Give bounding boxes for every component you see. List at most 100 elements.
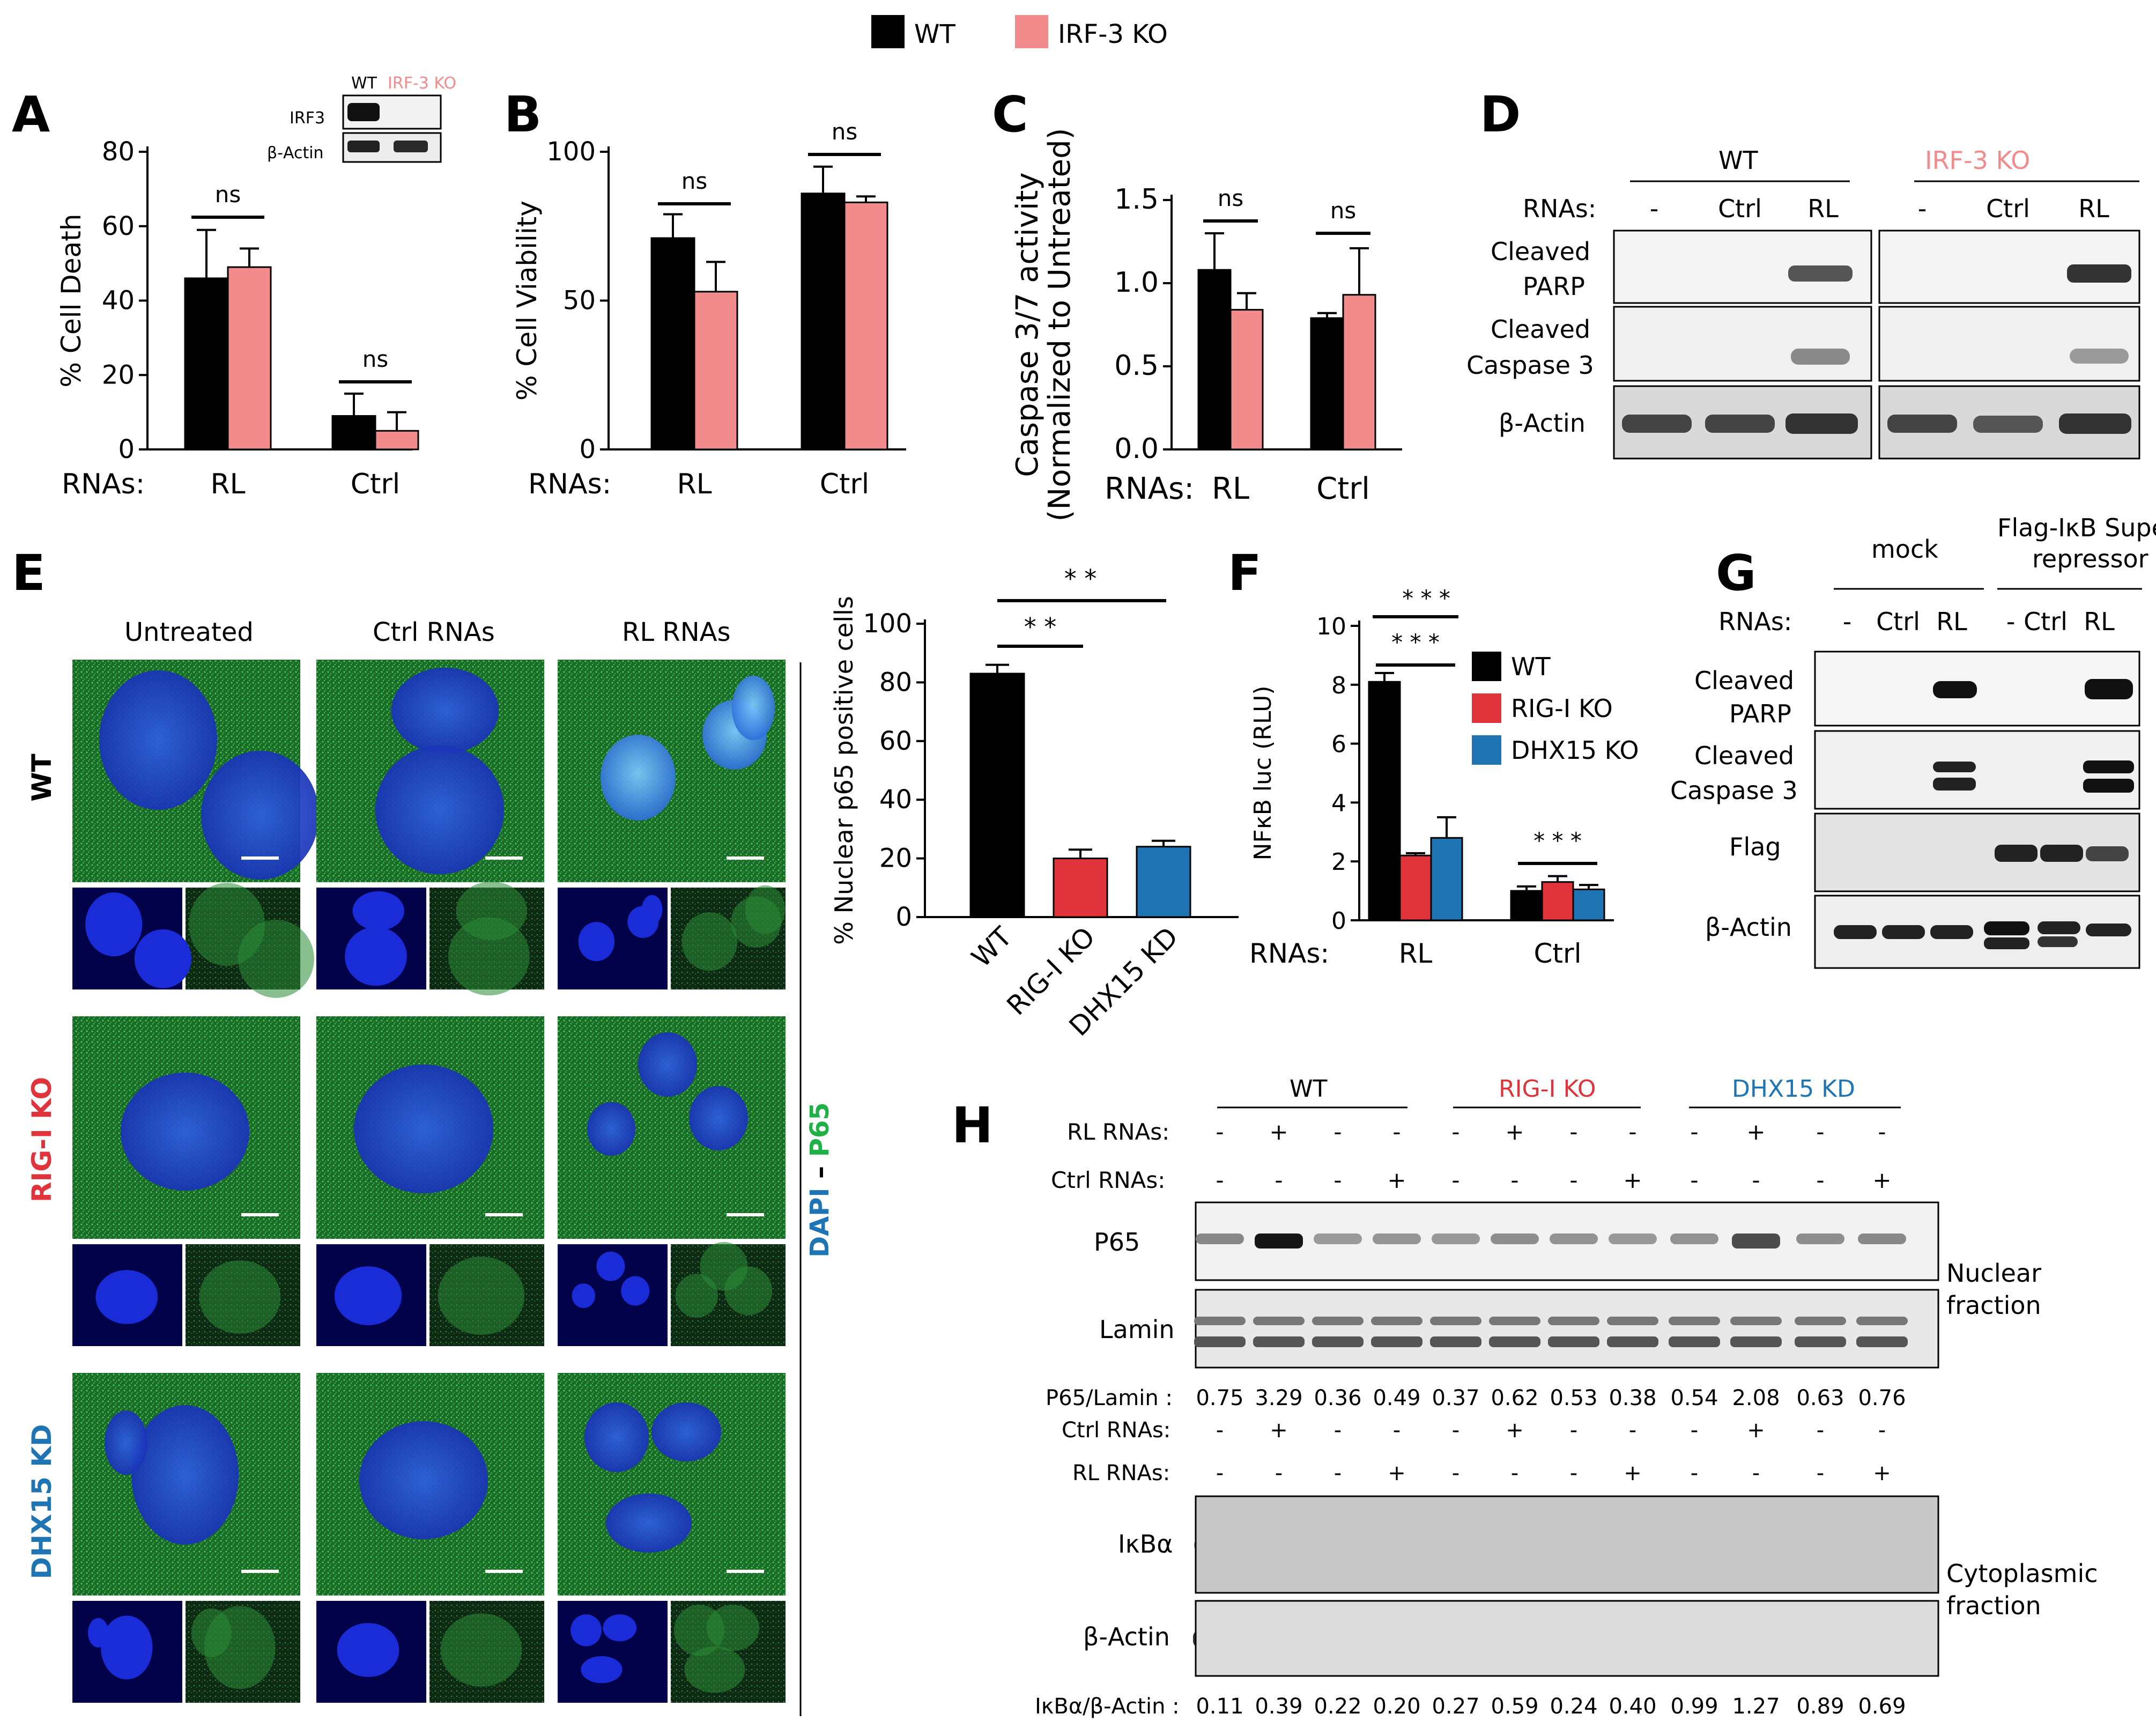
band-lamin-bot	[1856, 1336, 1908, 1347]
lane-sign: +	[1624, 1461, 1642, 1486]
panel-d-blot: WT IRF-3 KO RNAs: - Ctrl RL - Ctrl RL Cleaved…	[1466, 146, 2140, 460]
p65-cell	[238, 919, 314, 998]
legend-swatch-irf3	[1015, 15, 1048, 48]
y-axis-label: NFκB luc (RLU)	[1249, 685, 1277, 860]
lane-sign: -	[1816, 1119, 1824, 1145]
band-lamin-top	[1730, 1317, 1782, 1325]
band-lamin-top	[1312, 1317, 1364, 1325]
nucleus-small	[596, 1251, 625, 1281]
h-group-rig: RIG-I KO	[1499, 1075, 1596, 1103]
nucleus	[131, 1405, 239, 1545]
band-lamin-bot	[1253, 1336, 1305, 1347]
lane-sign: -	[1569, 1167, 1577, 1193]
lane-sign: -	[1216, 1119, 1224, 1145]
h-nuclear-1: Nuclear	[1946, 1259, 2041, 1288]
lane-sign: -	[1629, 1418, 1636, 1443]
band-lamin-top	[1669, 1317, 1720, 1325]
g-row-cleaved1: Cleaved	[1694, 666, 1794, 695]
lane-sign: -	[1691, 1461, 1698, 1486]
nucleus	[601, 735, 676, 821]
d-lane-labels: - Ctrl RL - Ctrl RL	[1650, 194, 2109, 223]
panel-e-microscopy: Untreated Ctrl RNAs RL RNAs WT RIG-I KO …	[26, 617, 835, 1716]
g-row-casp3: Caspase 3	[1670, 776, 1798, 805]
y-tick-label: 50	[563, 286, 596, 316]
band-p65	[1609, 1233, 1657, 1244]
band-p65	[1373, 1233, 1421, 1244]
y-tick-label: 4	[1331, 789, 1346, 817]
lane-sign: -	[1275, 1167, 1283, 1193]
y-axis-label: % Cell Viability	[512, 201, 543, 401]
nucleus-small	[641, 895, 663, 925]
h-ctrl-label: Ctrl RNAs:	[1051, 1167, 1165, 1193]
lane-sign: -	[1817, 1418, 1824, 1443]
lane-sign: -	[1333, 1167, 1342, 1193]
band-p65	[1196, 1233, 1244, 1244]
lane-sign: 0.20	[1373, 1694, 1420, 1719]
lane-sign: 0.89	[1796, 1694, 1844, 1719]
band-p65	[1796, 1233, 1844, 1244]
bar	[1368, 681, 1401, 921]
legend-swatch-wt	[871, 15, 905, 48]
nucleus-small	[87, 1618, 109, 1648]
lane-sign: -	[1510, 1167, 1518, 1193]
legend-label-wt: WT	[914, 19, 955, 49]
y-tick-label: 2	[1331, 848, 1346, 876]
lane-sign: +	[1270, 1418, 1288, 1443]
band-lamin-top	[1430, 1317, 1481, 1325]
lane-label: Ctrl	[1986, 194, 2030, 223]
y-tick-label: 60	[102, 211, 135, 241]
category-label: Ctrl	[351, 468, 401, 500]
y-tick-label: 0	[1331, 907, 1346, 935]
h-ctrl-label2: Ctrl RNAs:	[1062, 1418, 1170, 1443]
significance-label: * * *	[1391, 629, 1440, 655]
h-blot-actin: β-Actin	[1083, 1622, 1170, 1651]
lane-sign: 0.76	[1858, 1386, 1906, 1410]
lane-sign: -	[1570, 1461, 1577, 1486]
d-row-cleaved1: Cleaved	[1491, 237, 1590, 266]
lane-sign: +	[1506, 1418, 1524, 1443]
lane-sign: -	[1451, 1119, 1459, 1145]
band-lamin-bot	[1312, 1336, 1364, 1347]
nucleus	[121, 1073, 249, 1191]
legend-label: DHX15 KO	[1511, 736, 1639, 765]
panel-letter-a: A	[12, 86, 50, 143]
lane-sign: 0.69	[1858, 1694, 1906, 1719]
band-lamin-top	[1489, 1317, 1540, 1325]
bar	[1310, 317, 1344, 450]
g-group-flag1: Flag-IκB Super	[1997, 513, 2156, 542]
d-group-ko: IRF-3 KO	[1925, 146, 2030, 175]
lane-sign: -	[1216, 1418, 1224, 1443]
y-tick-label: 8	[1331, 672, 1346, 699]
significance-label: ns	[832, 119, 858, 145]
nucleus	[638, 1032, 697, 1097]
e-side-label: DAPI – P65	[805, 1102, 835, 1257]
nucleus-small	[578, 922, 615, 962]
nucleus	[651, 1402, 721, 1461]
band-p65	[1670, 1233, 1718, 1244]
lane-sign: -	[1817, 1461, 1824, 1486]
band-p65	[1255, 1233, 1303, 1249]
y-tick-label: 20	[102, 360, 135, 390]
significance-label: * * *	[1402, 585, 1450, 611]
y-tick-label: 0.5	[1114, 350, 1159, 382]
lane-sign: -	[1452, 1418, 1459, 1443]
lane-sign: -	[1451, 1167, 1459, 1193]
d-group-wt: WT	[1718, 146, 1758, 175]
band-p65	[1432, 1233, 1480, 1244]
lane-label: Ctrl	[1718, 194, 1762, 223]
band-lamin-bot	[1607, 1336, 1658, 1347]
lane-label: RL	[2084, 607, 2115, 636]
lane-label: -	[1918, 194, 1927, 223]
band-lamin-bot	[1795, 1336, 1846, 1347]
panel-h-blot: WT RIG-I KO DHX15 KD RL RNAs: Ctrl RNAs:…	[1035, 1075, 2098, 1719]
band-lamin-bot	[1669, 1336, 1720, 1347]
legend-swatch	[1472, 652, 1501, 681]
panel-letter-f: F	[1228, 544, 1262, 602]
y-tick-label: 0.0	[1114, 433, 1159, 465]
p65-cell	[706, 1605, 760, 1651]
g-row-flag: Flag	[1729, 832, 1781, 861]
bar	[1342, 294, 1376, 450]
significance-label: ns	[215, 181, 241, 208]
nucleus-small	[337, 1623, 399, 1677]
lane-sign: 0.37	[1432, 1386, 1479, 1410]
